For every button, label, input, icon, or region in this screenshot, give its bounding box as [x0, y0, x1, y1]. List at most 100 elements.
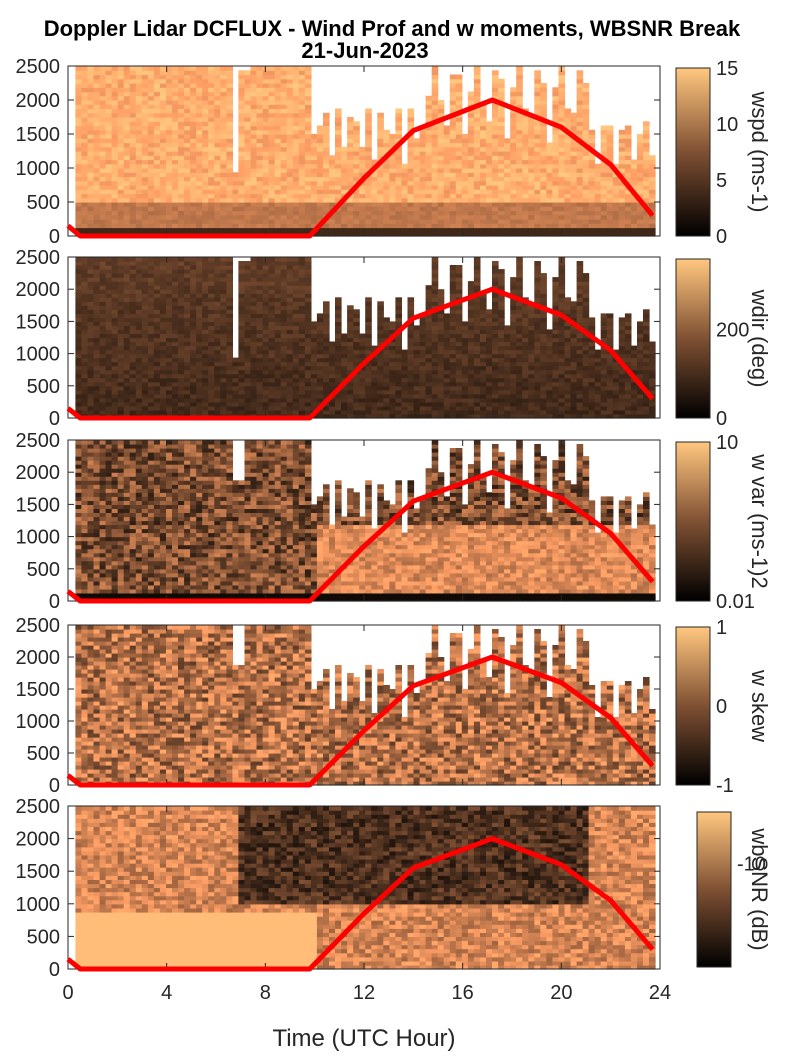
heatmap-cell — [75, 185, 82, 190]
heatmap-cell — [75, 389, 82, 395]
heatmap-cell — [111, 305, 119, 310]
heatmap-cell — [353, 197, 360, 203]
heatmap-cell — [111, 155, 119, 161]
heatmap-cell — [431, 206, 439, 212]
heatmap-cell — [534, 134, 541, 139]
heatmap-cell — [99, 74, 107, 80]
heatmap-cell — [600, 134, 608, 139]
heatmap-cell — [99, 83, 107, 88]
heatmap-cell — [256, 325, 264, 330]
heatmap-cell — [87, 227, 95, 233]
heatmap-cell — [516, 121, 523, 127]
heatmap-cell — [159, 409, 167, 415]
heatmap-cell — [443, 206, 451, 212]
heatmap-cell — [316, 365, 324, 371]
heatmap-cell — [570, 210, 578, 216]
heatmap-cell — [238, 361, 245, 367]
heatmap-cell — [87, 269, 95, 274]
heatmap-cell — [437, 142, 445, 148]
heatmap-cell — [250, 163, 258, 169]
heatmap-cell — [274, 134, 282, 139]
heatmap-cell — [274, 397, 282, 403]
heatmap-cell — [93, 176, 101, 182]
heatmap-cell — [292, 151, 300, 156]
heatmap-cell — [244, 333, 252, 339]
heatmap-cell — [492, 189, 499, 195]
heatmap-cell — [455, 87, 463, 93]
heatmap-cell — [117, 257, 125, 262]
heatmap-cell — [455, 104, 463, 110]
heatmap-cell — [310, 353, 318, 359]
heatmap-cell — [606, 193, 614, 199]
heatmap-cell — [75, 361, 82, 367]
heatmap-cell — [220, 281, 227, 286]
heatmap-cell — [105, 189, 113, 195]
heatmap-cell — [558, 214, 566, 220]
heatmap-cell — [208, 389, 215, 395]
heatmap-cell — [431, 91, 439, 97]
heatmap-cell — [540, 159, 547, 165]
heatmap-cell — [323, 168, 330, 173]
heatmap-cell — [431, 168, 439, 173]
heatmap-cell — [443, 163, 451, 169]
heatmap-cell — [244, 285, 252, 290]
heatmap-cell — [473, 108, 481, 114]
heatmap-cell — [244, 108, 252, 114]
heatmap-cell — [123, 185, 131, 190]
heatmap-cell — [329, 180, 336, 186]
heatmap-cell — [347, 381, 354, 387]
heatmap-cell — [492, 125, 499, 131]
heatmap-cell — [214, 159, 221, 165]
heatmap-cell — [492, 95, 499, 101]
heatmap-cell — [274, 125, 282, 131]
heatmap-cell — [335, 180, 342, 186]
heatmap-cell — [365, 197, 372, 203]
heatmap-cell — [473, 151, 481, 156]
heatmap-cell — [510, 214, 517, 220]
heatmap-cell — [437, 197, 445, 203]
heatmap-cell — [359, 381, 366, 387]
heatmap-cell — [486, 197, 493, 203]
heatmap-cell — [159, 66, 167, 71]
heatmap-cell — [268, 269, 276, 274]
heatmap-cell — [147, 265, 155, 270]
heatmap-cell — [184, 223, 191, 229]
heatmap-cell — [202, 317, 209, 322]
heatmap-cell — [226, 361, 233, 367]
heatmap-cell — [304, 95, 312, 101]
heatmap-cell — [159, 155, 167, 161]
heatmap-cell — [274, 210, 282, 216]
heatmap-cell — [335, 393, 342, 399]
heatmap-cell — [93, 172, 101, 178]
heatmap-cell — [329, 414, 336, 419]
heatmap-cell — [534, 95, 541, 101]
heatmap-cell — [172, 78, 179, 84]
heatmap-cell — [522, 206, 529, 212]
heatmap-cell — [105, 261, 113, 266]
heatmap-cell — [202, 117, 209, 122]
heatmap-cell — [492, 87, 499, 93]
heatmap-cell — [353, 172, 360, 178]
heatmap-cell — [117, 309, 125, 314]
heatmap-cell — [87, 151, 95, 156]
heatmap-cell — [401, 231, 409, 237]
heatmap-cell — [220, 163, 227, 169]
heatmap-cell — [147, 193, 155, 199]
heatmap-cell — [449, 180, 457, 186]
heatmap-cell — [431, 108, 439, 114]
heatmap-cell — [105, 357, 113, 363]
heatmap-cell — [588, 138, 596, 144]
heatmap-cell — [576, 189, 584, 195]
heatmap-cell — [534, 125, 541, 131]
heatmap-cell — [449, 176, 457, 182]
heatmap-cell — [588, 193, 596, 199]
heatmap-cell — [316, 361, 324, 367]
heatmap-cell — [504, 155, 511, 161]
heatmap-cell — [166, 125, 173, 131]
heatmap-cell — [546, 163, 553, 169]
heatmap-cell — [359, 405, 366, 411]
heatmap-cell — [166, 277, 173, 282]
heatmap-cell — [437, 163, 445, 169]
heatmap-cell — [105, 117, 113, 122]
heatmap-cell — [262, 405, 270, 411]
